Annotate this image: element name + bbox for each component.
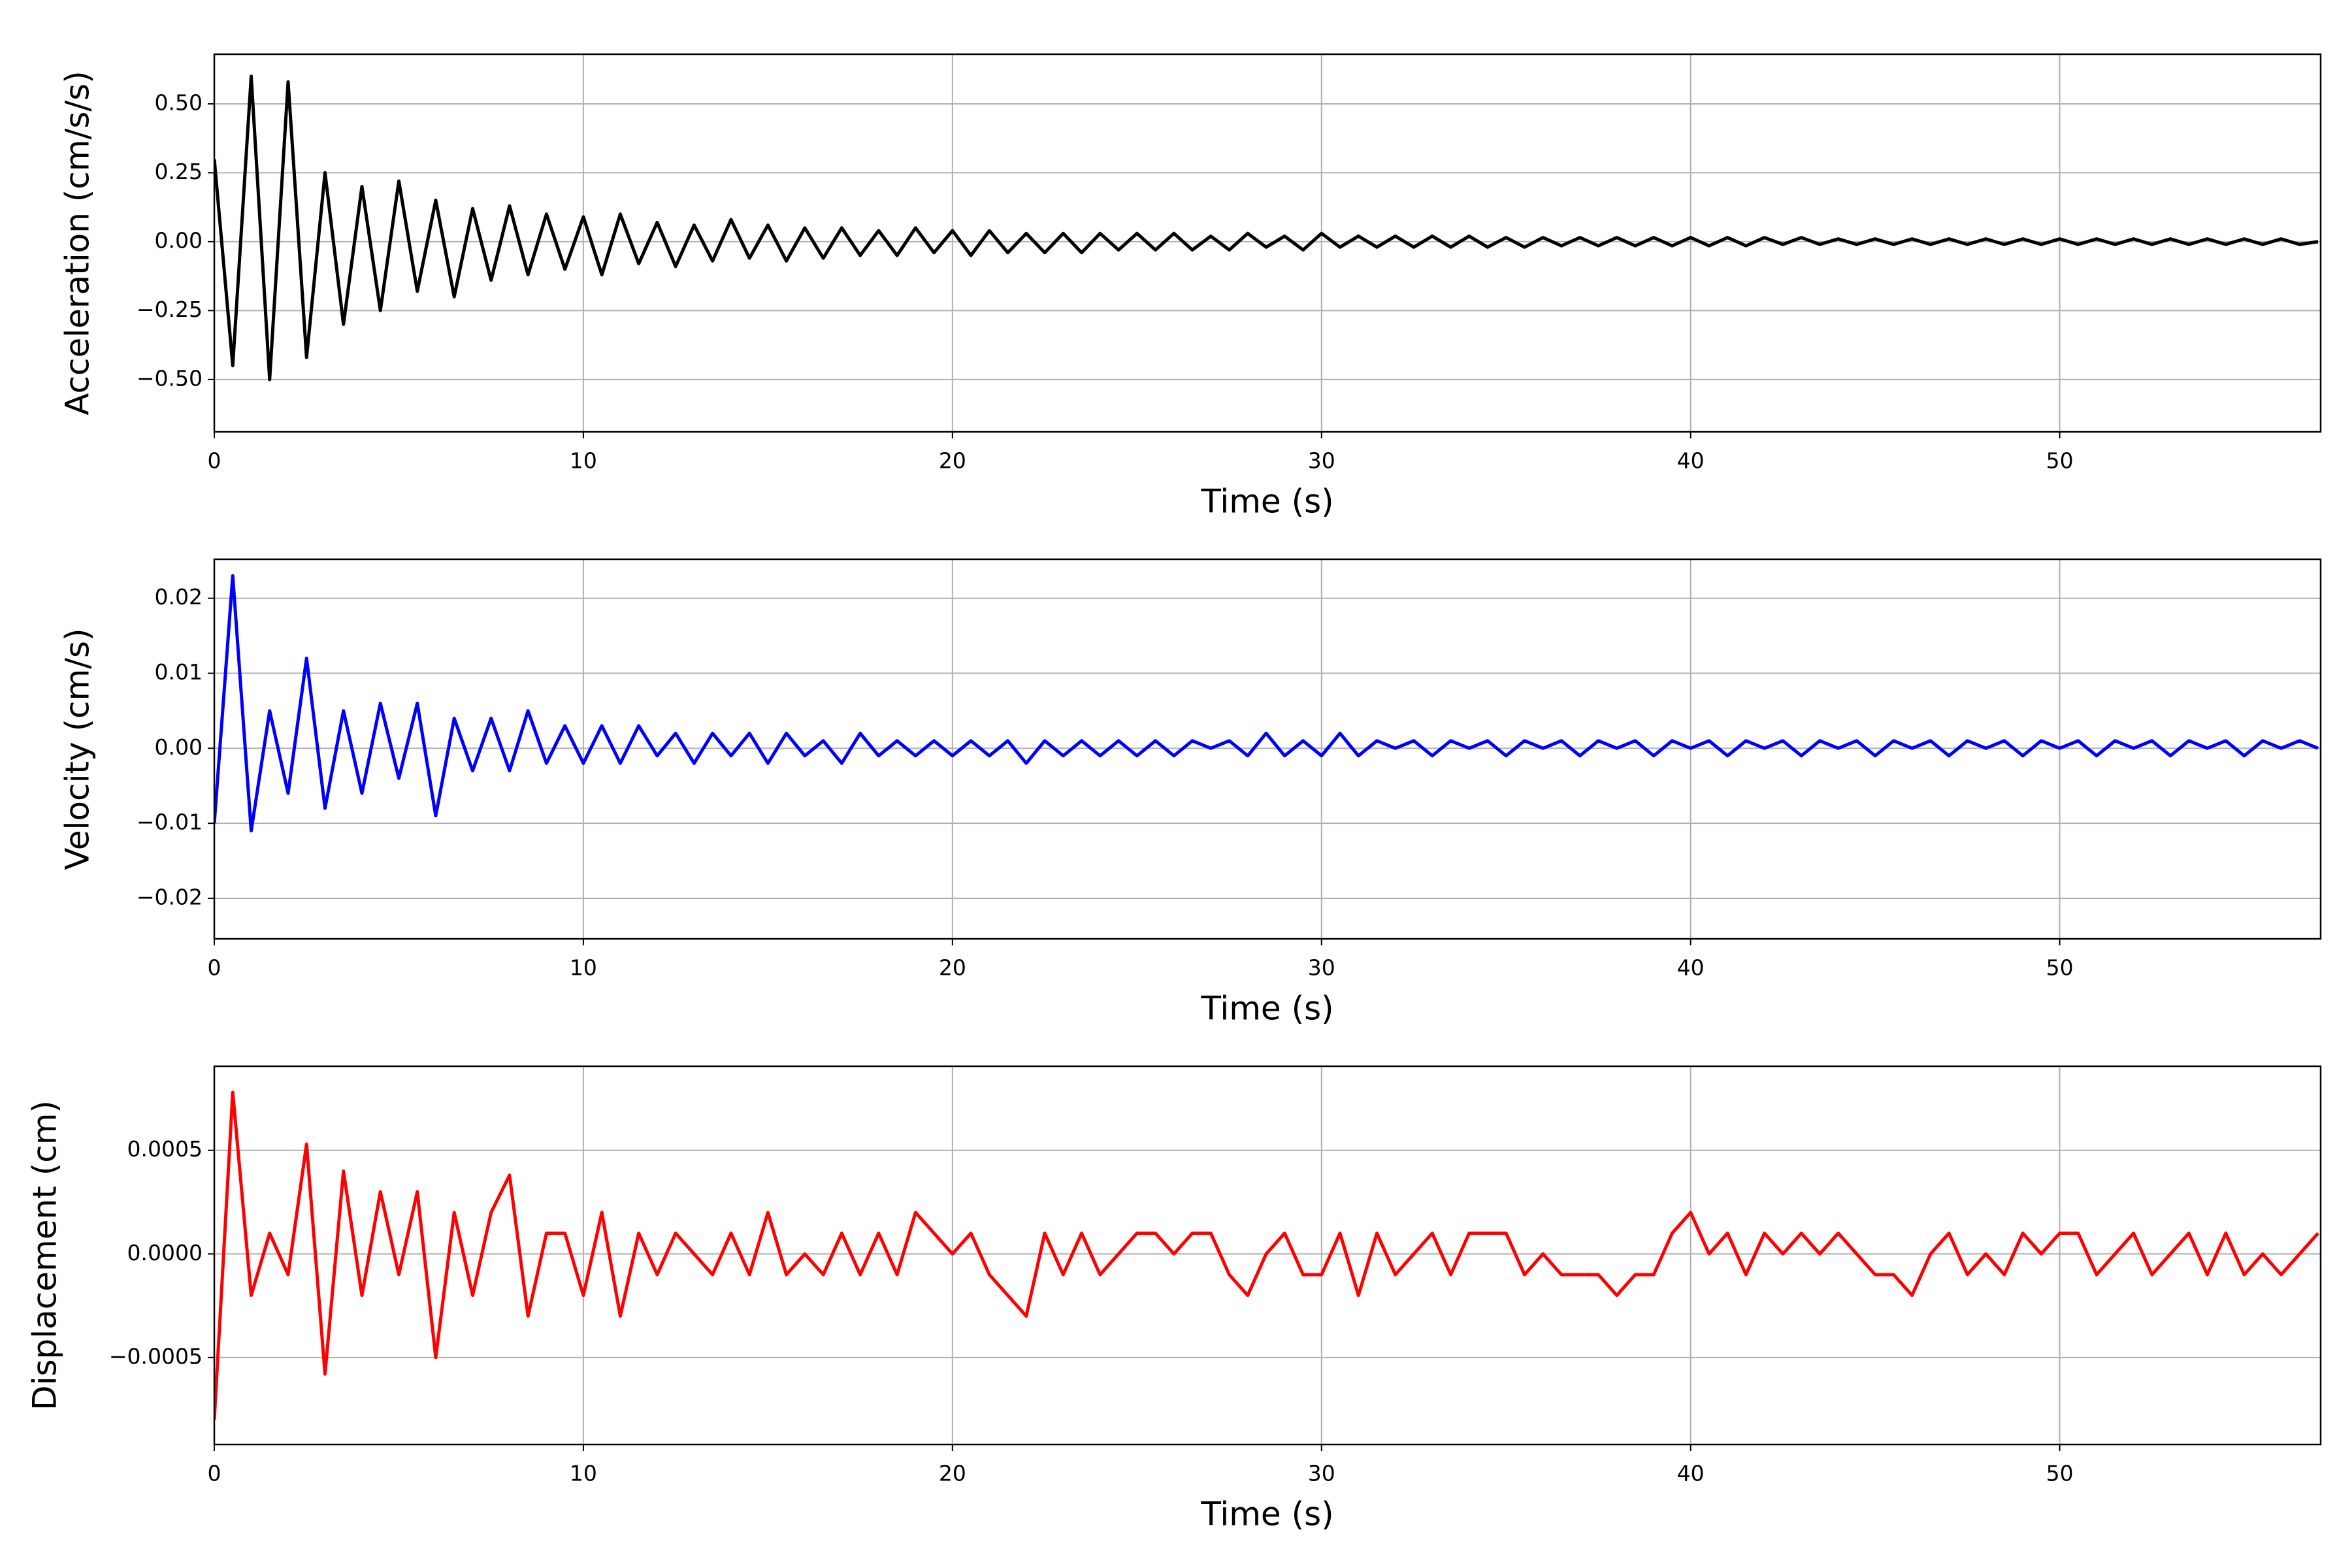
y-tick-label: 0.0005: [127, 1136, 203, 1162]
x-axis-title: Time (s): [1200, 483, 1333, 521]
x-tick-label: 40: [1677, 448, 1705, 474]
y-tick-label: 0.00: [155, 734, 203, 760]
y-tick-label: 0.02: [155, 584, 203, 610]
y-tick-label: 0.00: [155, 227, 203, 253]
y-tick-label: −0.01: [137, 809, 203, 835]
x-tick-label: 30: [1308, 448, 1335, 474]
x-tick-label: 0: [208, 448, 221, 474]
x-tick-label: 0: [208, 1461, 221, 1486]
axes-frame: [213, 53, 2322, 433]
axes-frame: [213, 1065, 2322, 1446]
y-axis-title: Acceleration (cm/s/s): [59, 71, 97, 416]
y-tick-label: 0.25: [155, 159, 203, 184]
plot-area: [214, 1090, 2319, 1420]
y-tick-label: 0.50: [155, 90, 203, 115]
series-line: [214, 74, 2319, 382]
x-tick-label: 40: [1677, 1461, 1705, 1486]
y-axis-title: Displacement (cm): [26, 1100, 64, 1411]
plot-area: [214, 574, 2319, 833]
series-line: [214, 1090, 2319, 1420]
y-tick-label: −0.0005: [109, 1343, 203, 1369]
series-line: [214, 574, 2319, 833]
plot-area: [214, 74, 2319, 382]
x-tick-label: 0: [208, 955, 221, 981]
x-tick-label: 30: [1308, 1461, 1335, 1486]
axes-frame: [213, 558, 2322, 940]
y-tick-label: 0.0000: [127, 1240, 203, 1266]
x-tick-label: 20: [939, 448, 966, 474]
x-tick-label: 20: [939, 1461, 966, 1486]
x-tick-label: 50: [2046, 1461, 2074, 1486]
x-tick-label: 50: [2046, 448, 2074, 474]
x-axis-title: Time (s): [1200, 1495, 1333, 1533]
y-tick-label: −0.50: [137, 365, 203, 391]
x-tick-label: 10: [570, 1461, 597, 1486]
x-tick-label: 50: [2046, 955, 2074, 981]
x-tick-label: 30: [1308, 955, 1335, 981]
y-tick-label: −0.25: [137, 297, 203, 322]
y-tick-label: −0.02: [137, 884, 203, 909]
x-tick-label: 10: [570, 955, 597, 981]
x-axis-title: Time (s): [1200, 990, 1333, 1028]
x-tick-label: 20: [939, 955, 966, 981]
y-tick-label: 0.01: [155, 659, 203, 685]
y-axis-title: Velocity (cm/s): [59, 628, 97, 870]
x-tick-label: 10: [570, 448, 597, 474]
x-tick-label: 40: [1677, 955, 1705, 981]
